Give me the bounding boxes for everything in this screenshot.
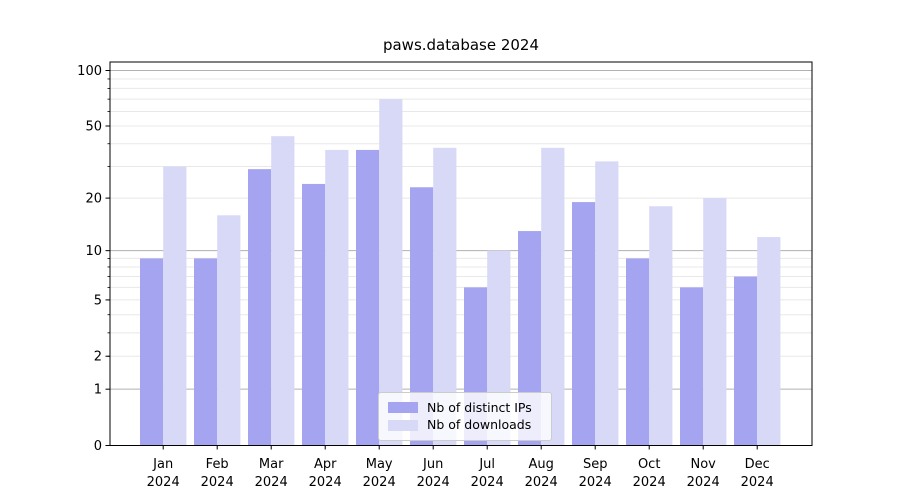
x-tick-label-year: 2024 [687, 475, 720, 490]
legend-label-downloads: Nb of downloads [427, 417, 532, 432]
legend-swatch-downloads [388, 419, 418, 431]
x-tick-label-month: Feb [206, 457, 229, 472]
x-tick-label-month: Mar [259, 457, 284, 472]
bar-distinct-ips-jan [140, 258, 164, 446]
legend: Nb of distinct IPs Nb of downloads [378, 392, 552, 441]
bar-distinct-ips-may [356, 149, 380, 446]
bar-distinct-ips-nov [680, 287, 704, 446]
legend-swatch-distinct-ips [388, 402, 418, 414]
bar-downloads-jun [433, 147, 457, 446]
y-tick-label: 2 [94, 350, 102, 365]
bar-downloads-may [379, 99, 403, 446]
x-tick-label-year: 2024 [741, 475, 774, 490]
legend-item-downloads: Nb of downloads [388, 417, 542, 432]
x-tick-label-year: 2024 [363, 475, 396, 490]
x-tick-label-year: 2024 [147, 475, 180, 490]
y-tick-label: 10 [85, 244, 102, 259]
x-tick-label-month: May [366, 457, 393, 472]
bar-downloads-mar [271, 136, 295, 446]
legend-label-distinct-ips: Nb of distinct IPs [427, 399, 532, 415]
x-tick-label-month: Apr [314, 457, 337, 472]
bar-downloads-sep [595, 161, 619, 446]
x-tick-label-month: Nov [691, 457, 717, 472]
chart-title: paws.database 2024 [382, 36, 540, 54]
x-tick-label-year: 2024 [201, 475, 234, 490]
bar-downloads-jan [163, 166, 187, 446]
legend-item-distinct-ips: Nb of distinct IPs [388, 399, 542, 415]
bar-distinct-ips-dec [734, 276, 758, 446]
bar-downloads-nov [703, 198, 727, 446]
x-tick-label-month: Aug [529, 457, 554, 472]
y-tick-label: 20 [85, 192, 102, 207]
y-tick-label: 100 [77, 64, 102, 79]
bar-distinct-ips-apr [302, 183, 326, 446]
bar-downloads-feb [217, 215, 241, 446]
y-tick-label: 5 [94, 293, 102, 308]
x-tick-label-year: 2024 [417, 475, 450, 490]
x-tick-label-year: 2024 [309, 475, 342, 490]
bar-distinct-ips-feb [194, 258, 218, 446]
bar-downloads-oct [649, 206, 673, 446]
bar-distinct-ips-sep [572, 202, 596, 446]
x-tick-label-month: Jan [152, 457, 173, 472]
y-tick-label: 50 [85, 120, 102, 135]
axes-border [109, 61, 813, 446]
x-tick-label-year: 2024 [255, 475, 288, 490]
x-tick-label-year: 2024 [471, 475, 504, 490]
x-tick-label-month: Jul [478, 457, 495, 472]
y-tick-label: 0 [94, 439, 102, 454]
bar-downloads-apr [325, 149, 349, 446]
x-tick-label-year: 2024 [525, 475, 558, 490]
bar-distinct-ips-mar [248, 169, 272, 446]
bar-distinct-ips-oct [626, 258, 650, 446]
y-tick-label: 1 [94, 383, 102, 398]
x-tick-label-month: Jun [422, 457, 443, 472]
bar-downloads-aug [541, 147, 565, 446]
bar-downloads-dec [757, 237, 781, 446]
x-tick-label-year: 2024 [579, 475, 612, 490]
x-tick-label-year: 2024 [633, 475, 666, 490]
x-tick-label-month: Sep [583, 457, 608, 472]
bar-distinct-ips-aug [518, 231, 542, 446]
bar-distinct-ips-jun [410, 187, 434, 446]
x-tick-label-month: Dec [745, 457, 770, 472]
x-tick-label-month: Oct [638, 457, 660, 472]
